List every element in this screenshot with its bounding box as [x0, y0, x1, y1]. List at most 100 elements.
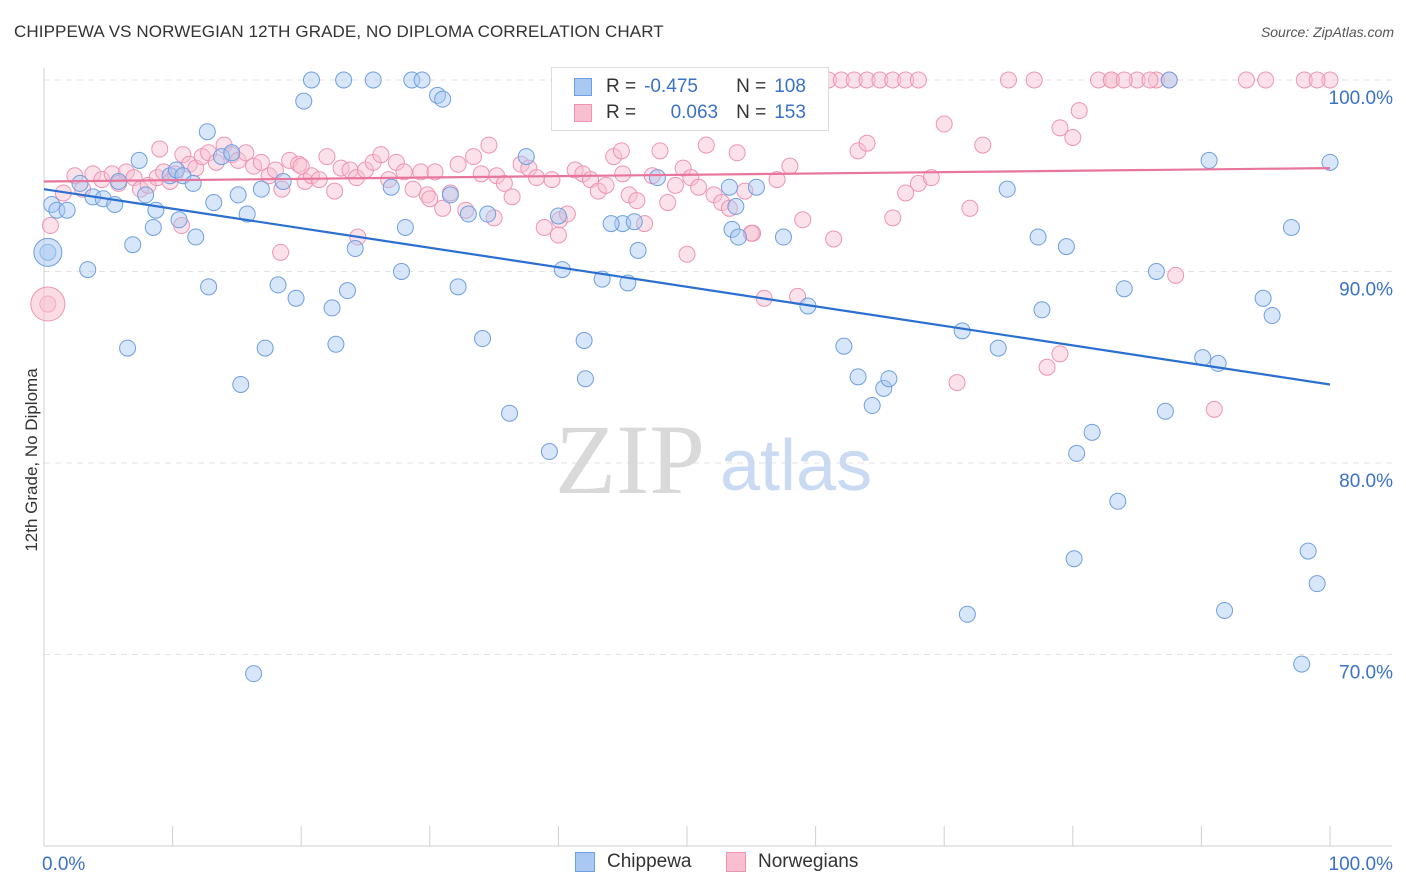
norwegian-point	[1308, 71, 1326, 89]
norwegian-point	[434, 199, 452, 217]
chippewa-point	[1115, 280, 1133, 298]
trend-lines	[43, 166, 1331, 386]
chippewa-point	[953, 322, 971, 340]
chippewa-point	[727, 197, 745, 215]
legend-n-label: N =	[736, 102, 767, 123]
legend-label-norwegians: Norwegians	[758, 851, 859, 872]
chippewa-point	[229, 186, 247, 204]
norwegian-point	[395, 163, 413, 181]
data-points	[30, 71, 1339, 683]
chippewa-point	[335, 71, 353, 89]
chippewa-point	[1029, 228, 1047, 246]
stats-legend: R = -0.475 N = 108 R = 0.063 N = 153	[551, 67, 829, 131]
norwegian-point	[1051, 345, 1069, 363]
norwegian-point	[909, 71, 927, 89]
norwegians-swatch	[574, 104, 592, 122]
norwegian-point	[597, 176, 615, 194]
chippewa-point	[1308, 575, 1326, 593]
chippewa-point	[479, 205, 497, 223]
chippewa-point	[880, 370, 898, 388]
norwegians-legend-swatch	[726, 852, 746, 872]
source-credit: Source: ZipAtlas.com	[1260, 24, 1394, 40]
chippewa-point	[187, 228, 205, 246]
norwegian-point	[1090, 71, 1108, 89]
chippewa-point	[403, 71, 421, 89]
norwegian-point	[690, 178, 708, 196]
series-legend: Chippewa Norwegians	[0, 851, 1406, 879]
chippewa-point	[1147, 263, 1165, 280]
legend-item-norwegians: Norwegians	[726, 851, 858, 873]
chippewa-point	[648, 169, 666, 187]
chippewa-point	[989, 339, 1007, 357]
legend-row-chippewa: R = -0.475 N = 108	[574, 75, 806, 99]
norwegian-point	[495, 174, 513, 192]
chippewa-point	[1293, 655, 1311, 673]
chippewa-point	[1200, 151, 1218, 169]
chippewa-point	[396, 218, 414, 236]
norwegian-point	[41, 217, 59, 235]
norwegian-point	[421, 190, 439, 208]
legend-label-chippewa: Chippewa	[607, 851, 692, 872]
chippewa-point	[346, 240, 364, 258]
chippewa-point	[849, 368, 867, 386]
norwegian-point	[720, 199, 738, 217]
norwegian-point	[1141, 71, 1159, 89]
chippewa-point	[1299, 542, 1317, 560]
chippewa-point	[575, 331, 593, 349]
norwegian-point	[697, 136, 715, 154]
chippewa-point	[287, 289, 305, 307]
norwegian-point	[1064, 128, 1082, 146]
chippewa-point	[200, 278, 218, 296]
norwegian-point	[290, 155, 308, 173]
chippewa-point	[382, 178, 400, 196]
chippewa-point	[198, 123, 216, 141]
norwegian-point	[845, 71, 863, 89]
chippewa-point	[1033, 301, 1051, 319]
chippewa-point	[629, 241, 647, 259]
chippewa-point	[863, 397, 881, 415]
norwegian-point	[30, 286, 66, 322]
chippewa-legend-swatch	[575, 852, 595, 872]
chippewa-point	[212, 148, 230, 166]
norwegian-point	[636, 215, 654, 233]
chippewa-point	[79, 261, 97, 279]
x-tick-label: 100.0%	[1329, 854, 1394, 875]
chippewa-point	[602, 215, 620, 233]
norwegian-point	[93, 171, 111, 189]
norwegian-point	[449, 155, 467, 173]
watermark-zip: ZIP	[555, 404, 705, 515]
chippewa-point	[232, 375, 250, 393]
norwegian-point	[1205, 400, 1223, 418]
chippewa-point	[119, 339, 137, 357]
legend-n-value: 153	[774, 102, 806, 123]
norwegian-point	[768, 171, 786, 189]
chippewa-point	[167, 161, 185, 179]
chippewa-point	[184, 174, 202, 192]
chippewa-point	[517, 148, 535, 166]
norwegian-point	[781, 157, 799, 175]
chippewa-point	[1065, 550, 1083, 568]
chart-title: CHIPPEWA VS NORWEGIAN 12TH GRADE, NO DIP…	[14, 22, 664, 41]
chippewa-point	[58, 201, 76, 219]
chippewa-point	[474, 330, 492, 348]
chippewa-point	[1282, 218, 1300, 236]
chippewa-point	[540, 443, 558, 461]
norwegian-point	[472, 165, 490, 183]
chippewa-trend-line	[43, 188, 1331, 386]
norwegian-point	[412, 163, 430, 181]
chippewa-point	[958, 605, 976, 623]
chippewa-point	[501, 404, 519, 422]
norwegian-point	[897, 184, 915, 202]
chippewa-point	[124, 236, 142, 254]
chippewa-point	[1160, 71, 1178, 89]
y-axis-label: 12th Grade, No Diploma	[22, 368, 41, 552]
legend-r-value: 0.063	[670, 102, 719, 123]
legend-r-label: R =	[606, 76, 637, 97]
norwegian-point	[1295, 71, 1313, 89]
legend-r-label: R =	[606, 102, 637, 123]
norwegian-point	[612, 142, 630, 160]
chippewa-point	[1216, 601, 1234, 619]
chippewa-point	[1057, 238, 1075, 256]
norwegian-point	[326, 182, 344, 200]
